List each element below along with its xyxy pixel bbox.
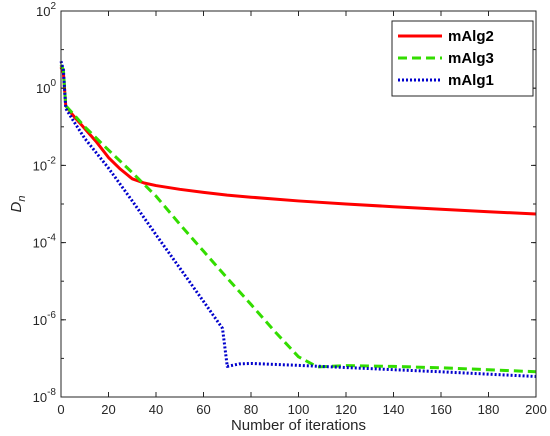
x-tick-label: 140: [383, 402, 405, 417]
x-tick-label: 160: [430, 402, 452, 417]
legend-label-mAlg3: mAlg3: [448, 50, 494, 67]
y-tick-label: 10-6: [33, 310, 57, 328]
y-axis-label-subscript: n: [16, 196, 28, 202]
x-tick-labels: 0 20 40 60 80 100 120 140 160 180 200: [57, 402, 546, 417]
series-line-mAlg3: [59, 64, 537, 374]
x-tick-label: 20: [101, 402, 115, 417]
y-tick-label: 100: [36, 78, 56, 96]
y-tick-label: 102: [36, 1, 56, 19]
legend: mAlg2 mAlg3 mAlg1: [391, 20, 534, 97]
x-tick-label: 60: [196, 402, 210, 417]
legend-entries: mAlg2 mAlg3 mAlg1: [398, 28, 494, 89]
x-tick-label: 0: [57, 402, 64, 417]
y-axis-label-main: D: [8, 201, 25, 212]
legend-label-mAlg1: mAlg1: [448, 72, 494, 89]
y-tick-label: 10-8: [33, 387, 57, 405]
legend-label-mAlg2: mAlg2: [448, 28, 494, 45]
series-layer: [59, 60, 537, 378]
y-tick-label: 10-2: [33, 155, 57, 173]
y-tick-labels: 102 100 10-2 10-4 10-6 10-8: [33, 1, 57, 405]
y-axis-label: Dn: [8, 196, 28, 213]
x-tick-label: 120: [335, 402, 357, 417]
x-tick-label: 80: [244, 402, 258, 417]
x-tick-label: 100: [288, 402, 310, 417]
x-tick-label: 200: [525, 402, 547, 417]
y-tick-label: 10-4: [33, 233, 57, 251]
x-tick-label: 40: [149, 402, 163, 417]
series-line-mAlg1: [59, 60, 537, 378]
x-axis-label: Number of iterations: [231, 417, 366, 434]
tick-layer: [60, 10, 537, 398]
x-tick-label: 180: [478, 402, 500, 417]
